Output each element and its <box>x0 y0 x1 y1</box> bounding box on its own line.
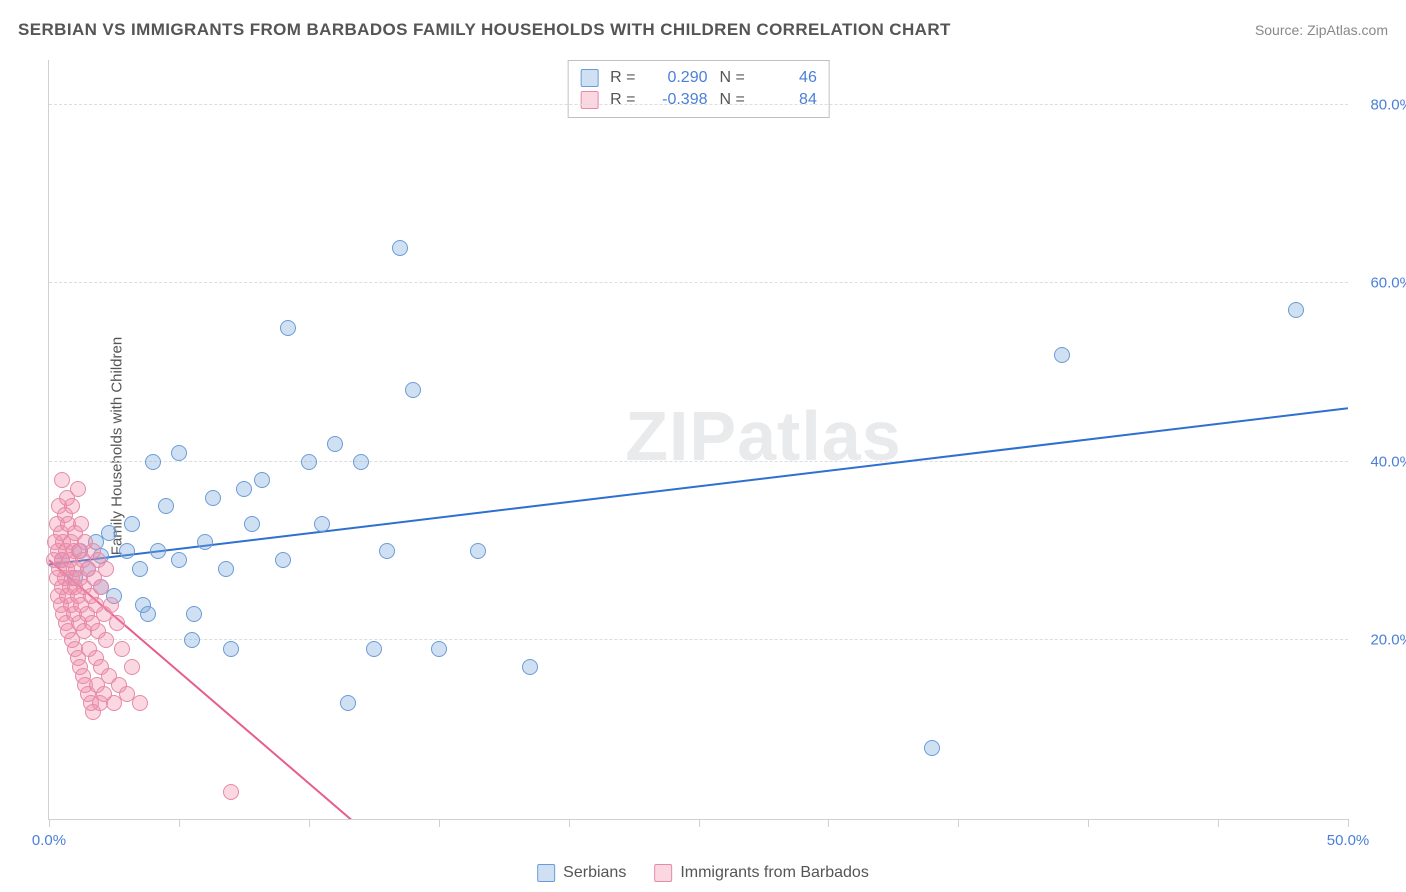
bottom-legend: Serbians Immigrants from Barbados <box>537 864 869 882</box>
x-tick <box>439 819 440 827</box>
chart-title: SERBIAN VS IMMIGRANTS FROM BARBADOS FAMI… <box>18 20 951 40</box>
r-value-serbians: 0.290 <box>648 69 708 87</box>
swatch-barbados <box>580 91 598 109</box>
scatter-point-serbians <box>431 641 447 657</box>
scatter-point-serbians <box>392 240 408 256</box>
gridline-horizontal <box>49 104 1348 105</box>
scatter-point-barbados <box>124 659 140 675</box>
scatter-point-serbians <box>470 543 486 559</box>
legend-item-barbados: Immigrants from Barbados <box>654 864 869 882</box>
gridline-horizontal <box>49 282 1348 283</box>
x-tick <box>958 819 959 827</box>
x-tick <box>1348 819 1349 827</box>
scatter-point-serbians <box>353 454 369 470</box>
scatter-point-serbians <box>119 543 135 559</box>
x-tick <box>569 819 570 827</box>
scatter-point-serbians <box>186 606 202 622</box>
scatter-point-serbians <box>280 320 296 336</box>
source-label: Source: ZipAtlas.com <box>1255 22 1388 38</box>
x-tick <box>828 819 829 827</box>
scatter-point-serbians <box>197 534 213 550</box>
scatter-point-serbians <box>275 552 291 568</box>
scatter-point-serbians <box>405 382 421 398</box>
x-tick-label: 0.0% <box>32 832 66 849</box>
y-tick-label: 80.0% <box>1370 96 1406 113</box>
y-tick-label: 20.0% <box>1370 632 1406 649</box>
legend-item-serbians: Serbians <box>537 864 626 882</box>
trend-lines-svg <box>49 60 1348 819</box>
x-tick <box>1088 819 1089 827</box>
scatter-point-barbados <box>73 516 89 532</box>
scatter-point-barbados <box>103 597 119 613</box>
scatter-point-serbians <box>1288 302 1304 318</box>
scatter-point-barbados <box>132 695 148 711</box>
scatter-point-barbados <box>64 498 80 514</box>
scatter-point-barbados <box>54 472 70 488</box>
scatter-point-serbians <box>223 641 239 657</box>
x-tick <box>699 819 700 827</box>
scatter-point-serbians <box>218 561 234 577</box>
x-tick-label: 50.0% <box>1327 832 1370 849</box>
scatter-point-serbians <box>140 606 156 622</box>
scatter-point-barbados <box>98 632 114 648</box>
scatter-chart: ZIPatlas R = 0.290 N = 46 R = -0.398 N =… <box>48 60 1348 820</box>
n-value-serbians: 46 <box>757 69 817 87</box>
scatter-point-barbados <box>70 481 86 497</box>
scatter-point-barbados <box>109 615 125 631</box>
n-value-barbados: 84 <box>757 91 817 109</box>
scatter-point-serbians <box>366 641 382 657</box>
r-label: R = <box>610 69 635 87</box>
x-tick <box>1218 819 1219 827</box>
n-label: N = <box>720 91 745 109</box>
y-tick-label: 40.0% <box>1370 453 1406 470</box>
scatter-point-serbians <box>205 490 221 506</box>
scatter-point-serbians <box>244 516 260 532</box>
scatter-point-serbians <box>327 436 343 452</box>
scatter-point-serbians <box>254 472 270 488</box>
scatter-point-serbians <box>236 481 252 497</box>
watermark: ZIPatlas <box>625 396 901 476</box>
scatter-point-barbados <box>93 579 109 595</box>
scatter-point-serbians <box>924 740 940 756</box>
scatter-point-serbians <box>301 454 317 470</box>
swatch-serbians <box>580 69 598 87</box>
scatter-point-serbians <box>124 516 140 532</box>
scatter-point-barbados <box>98 561 114 577</box>
scatter-point-serbians <box>150 543 166 559</box>
x-tick <box>179 819 180 827</box>
scatter-point-serbians <box>184 632 200 648</box>
legend-label-serbians: Serbians <box>563 864 626 882</box>
scatter-point-serbians <box>101 525 117 541</box>
r-label: R = <box>610 91 635 109</box>
scatter-point-serbians <box>171 552 187 568</box>
x-tick <box>309 819 310 827</box>
scatter-point-serbians <box>132 561 148 577</box>
n-label: N = <box>720 69 745 87</box>
gridline-horizontal <box>49 639 1348 640</box>
r-value-barbados: -0.398 <box>648 91 708 109</box>
stats-row-serbians: R = 0.290 N = 46 <box>580 67 817 89</box>
scatter-point-serbians <box>522 659 538 675</box>
stats-legend-box: R = 0.290 N = 46 R = -0.398 N = 84 <box>567 60 830 118</box>
scatter-point-serbians <box>314 516 330 532</box>
x-tick <box>49 819 50 827</box>
scatter-point-serbians <box>1054 347 1070 363</box>
scatter-point-barbados <box>114 641 130 657</box>
scatter-point-serbians <box>379 543 395 559</box>
legend-swatch-barbados <box>654 864 672 882</box>
legend-swatch-serbians <box>537 864 555 882</box>
gridline-horizontal <box>49 461 1348 462</box>
stats-row-barbados: R = -0.398 N = 84 <box>580 89 817 111</box>
scatter-point-barbados <box>223 784 239 800</box>
y-tick-label: 60.0% <box>1370 275 1406 292</box>
scatter-point-serbians <box>158 498 174 514</box>
legend-label-barbados: Immigrants from Barbados <box>680 864 869 882</box>
scatter-point-serbians <box>145 454 161 470</box>
scatter-point-serbians <box>340 695 356 711</box>
scatter-point-serbians <box>171 445 187 461</box>
